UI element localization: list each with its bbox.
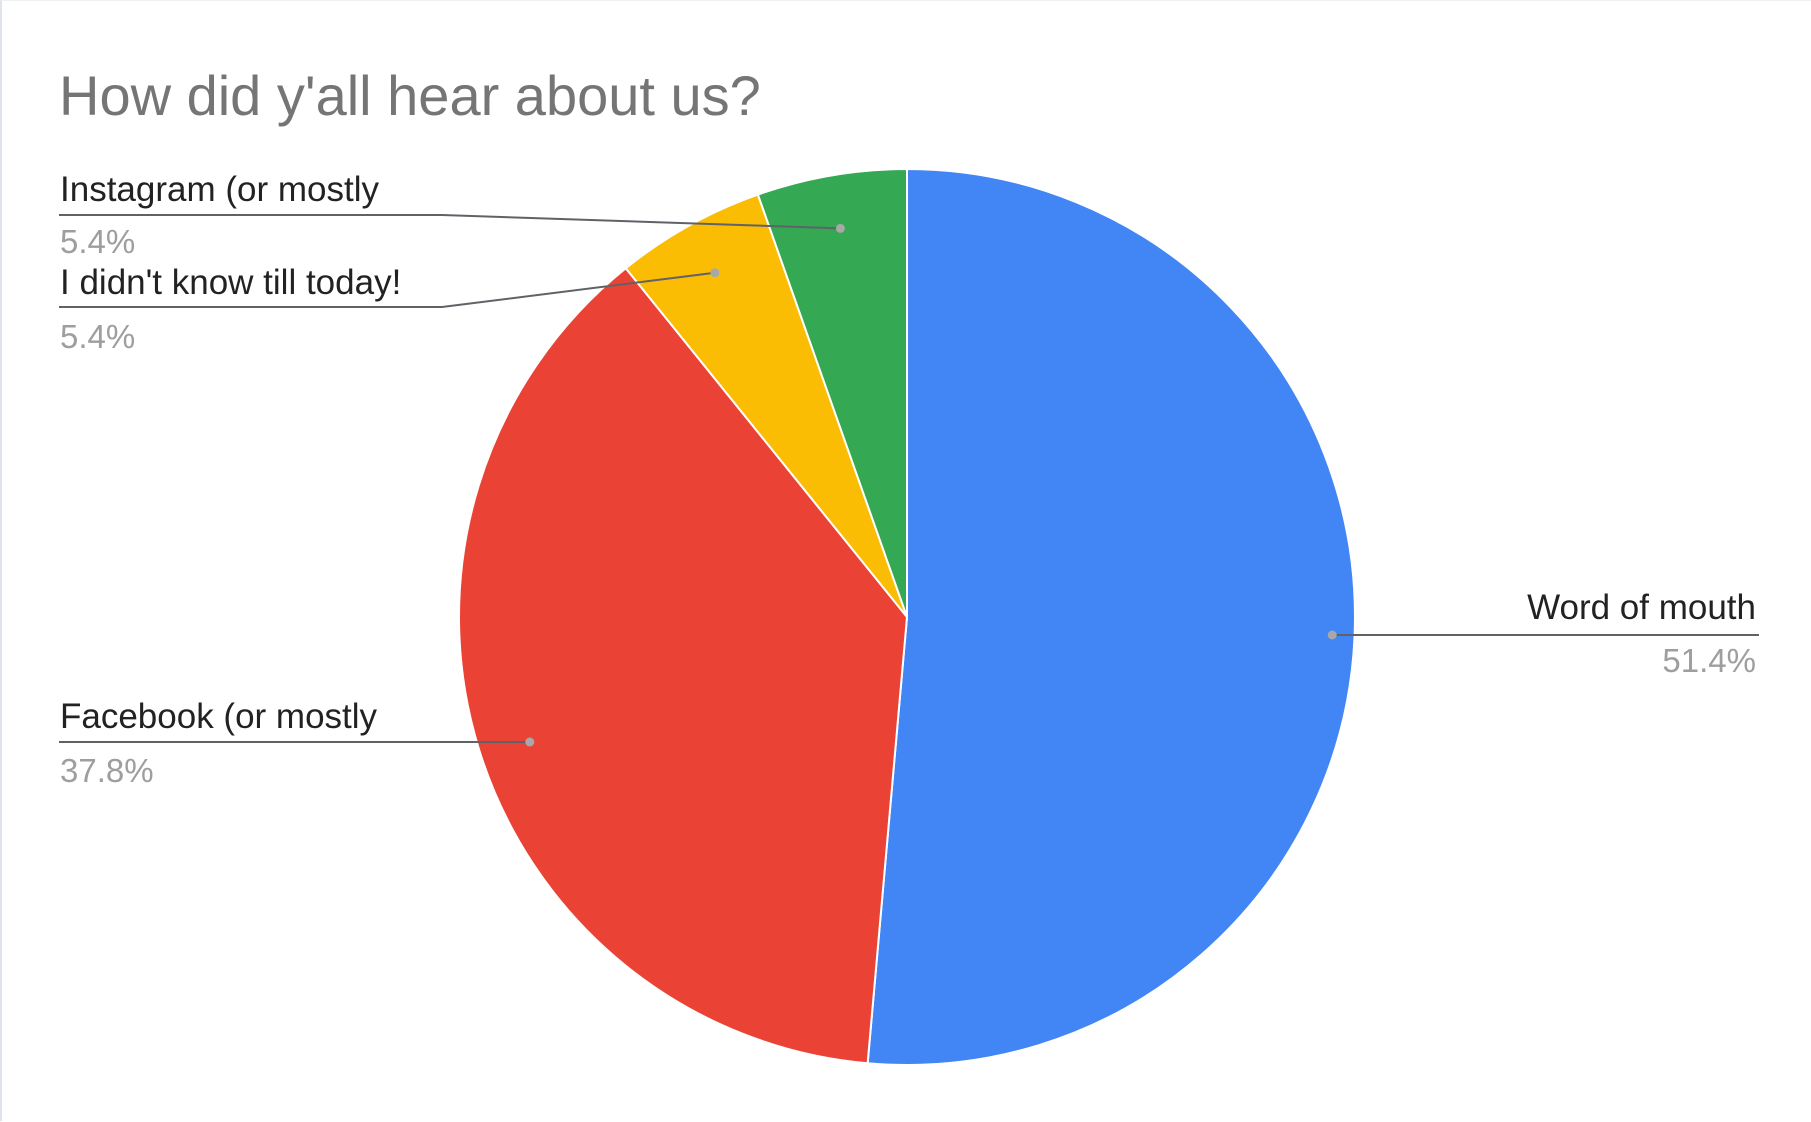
leader-dot-word-of-mouth <box>1327 630 1337 640</box>
leader-line-instagram-or-mostly <box>59 214 841 230</box>
slice-label-facebook-or-mostly: Facebook (or mostly <box>60 697 378 736</box>
slice-labels: Word of mouth 51.4% Facebook (or mostly 37.… <box>60 170 1756 789</box>
slice-label-i-didn-t-know-till-today: I didn't know till today! <box>60 263 401 302</box>
leader-dot-i-didn-t-know-till-today <box>710 268 720 278</box>
pie-slice-word-of-mouth <box>866 167 1356 1066</box>
slice-value-i-didn-t-know-till-today: 5.4% <box>60 318 135 355</box>
chart-title: How did y'all hear about us? <box>59 64 761 127</box>
leader-line-i-didn-t-know-till-today <box>59 271 716 308</box>
leader-dot-instagram-or-mostly <box>835 223 845 233</box>
slice-value-word-of-mouth: 51.4% <box>1662 642 1756 679</box>
slice-label-word-of-mouth: Word of mouth <box>1527 588 1756 627</box>
pie-slice-instagram-or-mostly <box>756 167 908 618</box>
slice-value-facebook-or-mostly: 37.8% <box>60 752 154 789</box>
pie-slices <box>457 167 1356 1066</box>
slice-value-instagram-or-mostly: 5.4% <box>60 223 135 260</box>
pie-slice-facebook-or-mostly <box>457 266 909 1065</box>
pie-slice-i-didn-t-know-till-today <box>624 193 908 618</box>
slice-label-instagram-or-mostly: Instagram (or mostly <box>60 170 379 209</box>
leader-dot-facebook-or-mostly <box>525 737 535 747</box>
leader-lines <box>59 214 1759 747</box>
